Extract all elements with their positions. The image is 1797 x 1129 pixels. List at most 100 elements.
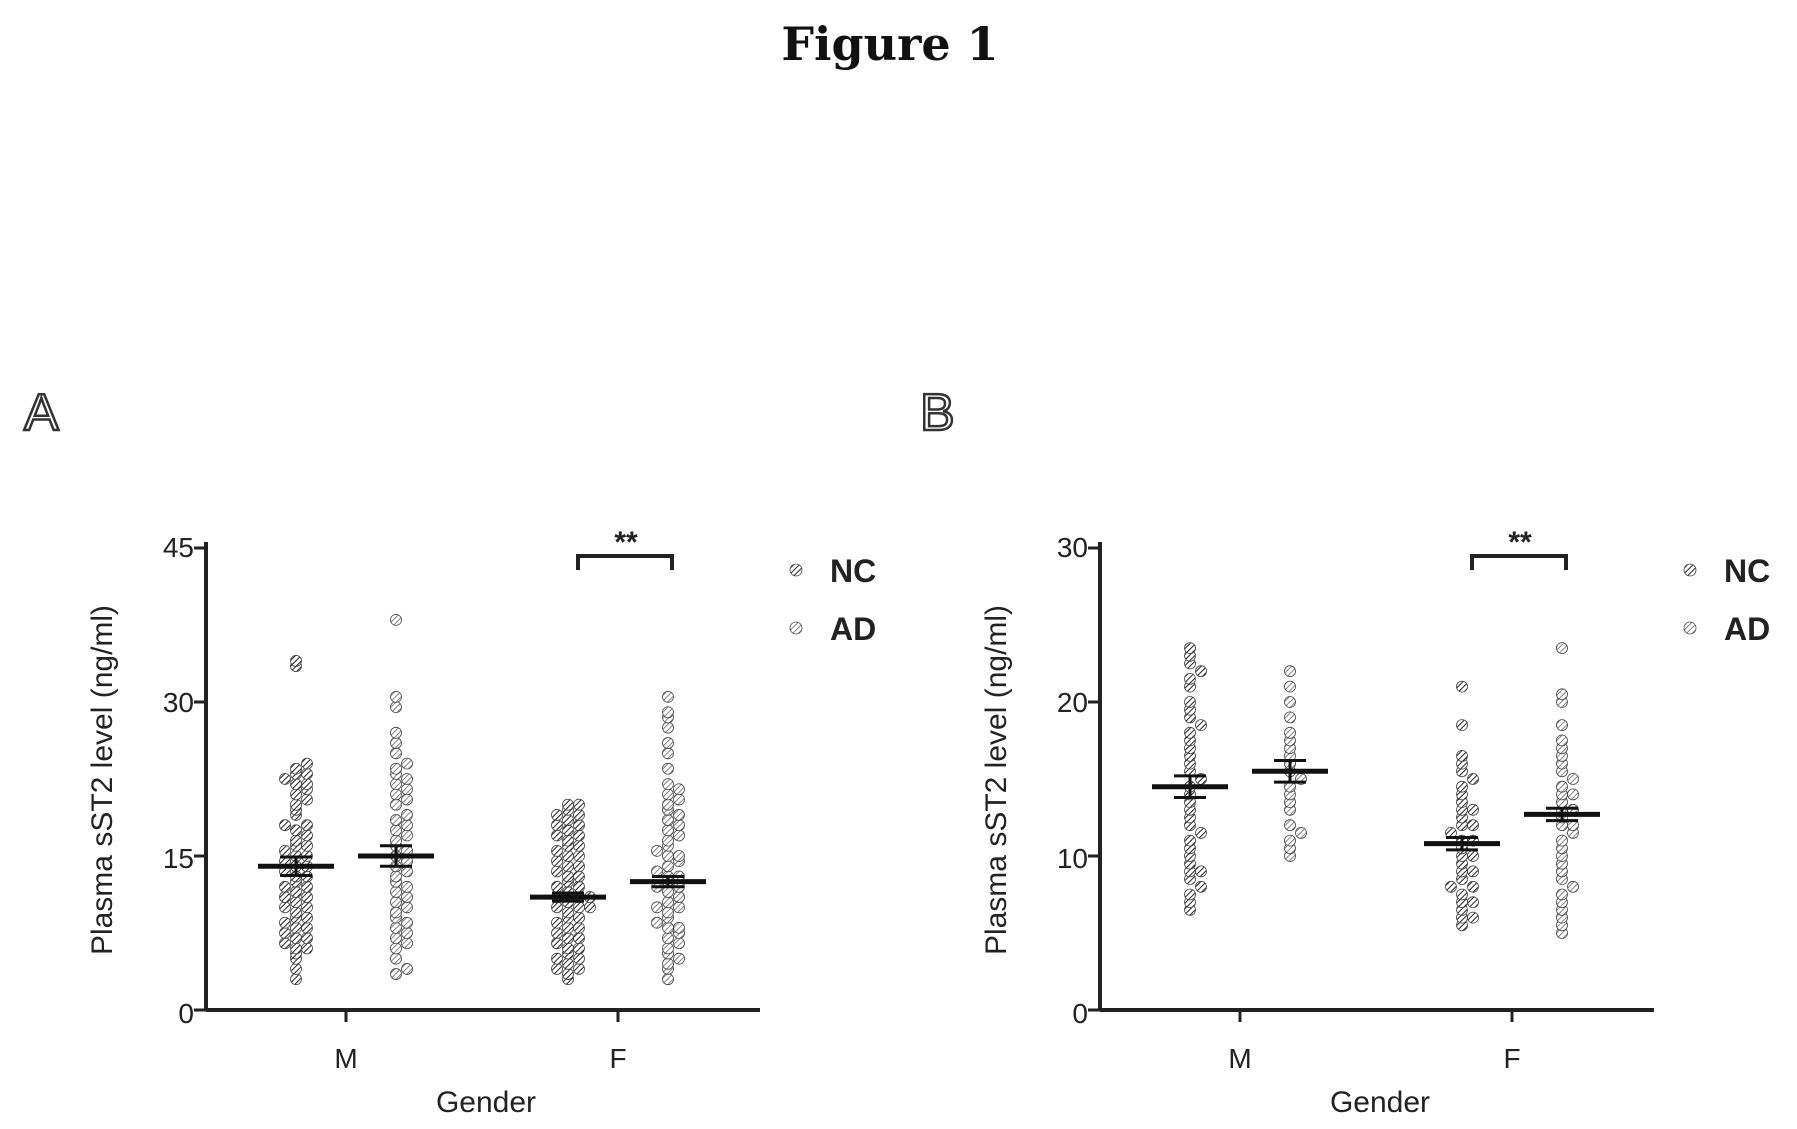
data-point <box>562 968 574 980</box>
data-point <box>1556 888 1568 901</box>
data-point <box>390 814 402 826</box>
data-point <box>573 798 585 811</box>
data-point <box>390 896 402 909</box>
data-point <box>1284 680 1296 693</box>
data-point <box>401 809 413 821</box>
data-point <box>279 937 291 950</box>
data-point <box>290 778 302 791</box>
data-point <box>662 942 674 955</box>
data-point <box>390 824 402 837</box>
data-point <box>562 798 574 811</box>
data-point <box>1284 711 1296 724</box>
significance-marker: ** <box>614 526 638 559</box>
data-point <box>390 788 402 801</box>
data-point <box>301 839 313 852</box>
data-point <box>301 901 313 914</box>
significance-bracket <box>576 554 674 570</box>
y-axis-label: Plasma sST2 level (ng/ml) <box>86 605 119 955</box>
x-tick-label: F <box>1503 1043 1520 1074</box>
data-point <box>301 757 313 770</box>
data-point <box>573 870 585 883</box>
data-point <box>573 901 585 914</box>
data-point <box>390 701 402 714</box>
data-point <box>1284 696 1296 708</box>
data-point <box>401 916 413 929</box>
data-point <box>390 747 402 760</box>
data-point <box>662 932 674 945</box>
data-point <box>562 814 574 826</box>
data-point <box>1195 865 1207 878</box>
data-point <box>662 721 674 734</box>
data-point <box>662 834 674 847</box>
data-point <box>673 952 685 965</box>
data-point <box>390 921 402 934</box>
data-point <box>1556 834 1568 847</box>
data-point <box>1456 888 1468 901</box>
data-point <box>290 834 302 847</box>
data-point <box>551 844 563 857</box>
data-point <box>562 850 574 862</box>
data-point <box>1195 719 1207 731</box>
data-point <box>1184 673 1196 685</box>
data-point <box>290 762 302 775</box>
data-point <box>662 906 674 919</box>
data-point <box>279 773 291 785</box>
data-point <box>290 824 302 837</box>
data-point <box>562 870 574 883</box>
data-point <box>662 957 674 970</box>
data-point <box>662 690 674 703</box>
data-point <box>1456 719 1468 731</box>
data-point <box>390 778 402 791</box>
data-point <box>673 937 685 950</box>
data-point <box>401 927 413 939</box>
data-point <box>1467 850 1479 862</box>
data-point <box>673 850 685 862</box>
data-point <box>662 798 674 811</box>
data-point <box>662 747 674 760</box>
y-axis-label: Plasma sST2 level (ng/ml) <box>980 605 1013 955</box>
data-point <box>390 870 402 883</box>
data-point <box>562 834 574 847</box>
data-point <box>573 809 585 821</box>
data-point <box>562 921 574 934</box>
data-point <box>401 880 413 893</box>
data-point <box>551 927 563 939</box>
data-point <box>390 942 402 955</box>
data-point <box>401 937 413 950</box>
data-point <box>662 850 674 862</box>
data-point <box>662 762 674 775</box>
data-point <box>1195 880 1207 893</box>
data-point <box>301 911 313 924</box>
data-point <box>1284 819 1296 832</box>
data-point <box>551 819 563 832</box>
data-point <box>1556 688 1568 701</box>
data-point <box>1567 880 1579 893</box>
data-point <box>1284 665 1296 678</box>
data-point <box>301 921 313 934</box>
data-point <box>290 896 302 909</box>
data-point <box>673 921 685 934</box>
data-point <box>551 963 563 975</box>
data-point <box>573 819 585 832</box>
data-point <box>584 901 596 914</box>
data-point <box>401 891 413 903</box>
data-point <box>573 963 585 975</box>
data-point <box>390 613 402 626</box>
data-point <box>1467 819 1479 832</box>
y-tick-label: 15 <box>163 843 194 874</box>
data-point <box>573 952 585 965</box>
data-point <box>390 726 402 739</box>
legend-marker-nc <box>789 563 803 577</box>
data-point <box>662 824 674 837</box>
data-point <box>662 778 674 791</box>
legend-marker-nc <box>1683 563 1697 577</box>
panel-label: A <box>24 384 59 442</box>
data-point <box>279 927 291 939</box>
data-point <box>301 778 313 791</box>
data-point <box>573 829 585 842</box>
data-point <box>401 963 413 975</box>
data-point <box>390 968 402 980</box>
y-tick-label: 10 <box>1057 843 1088 874</box>
data-point <box>551 855 563 868</box>
data-point <box>551 901 563 914</box>
